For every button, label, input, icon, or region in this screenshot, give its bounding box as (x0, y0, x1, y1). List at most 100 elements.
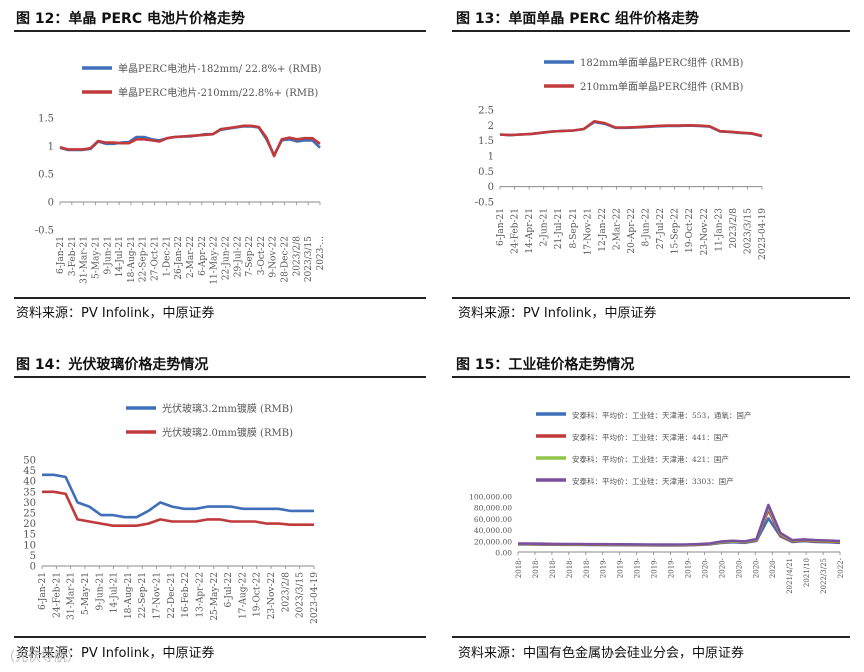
x-tick-label: 2020- (752, 557, 760, 578)
x-tick-label: 9-Nov-22 (269, 236, 279, 278)
x-tick-label: 2018- (532, 557, 540, 578)
x-tick-label: 27-Oct-21 (151, 236, 161, 281)
x-tick-label: 31-Mar-21 (67, 572, 77, 620)
legend-label: 单晶PERC电池片-210mm/22.8%+ (RMB) (118, 86, 318, 99)
y-tick-label: 40,000.00 (474, 526, 512, 535)
x-tick-label: 11-May-22 (210, 236, 220, 285)
chart-title: 图 15：工业硅价格走势情况 (456, 357, 635, 373)
series-line (42, 490, 314, 527)
x-tick-label: 2018- (566, 557, 574, 578)
x-tick-label: 31-Mar-21 (80, 236, 90, 284)
y-tick-label: 2.5 (478, 106, 494, 117)
y-tick-label: 1.5 (38, 114, 54, 125)
y-tick-label: 0 (488, 182, 494, 193)
x-tick-label: 7-Sep-22 (245, 236, 255, 277)
legend-label: 安泰科：平均价：工业硅：天津港：421：国产 (572, 454, 729, 464)
x-tick-label: 2023/2/8 (729, 208, 739, 249)
chart-fig13: 2.5 2 1.5 1 0.5 0 -0.56-Jan-21 24-Feb-21 14-Apr-… (475, 56, 768, 260)
x-tick-label: 2023-... (316, 236, 326, 271)
source-rule (14, 636, 426, 638)
x-tick-label: 14-Jul-21 (110, 572, 120, 613)
x-tick-label: 8-Sep-21 (569, 208, 579, 249)
chart-source: 资料来源：PV Infolink，中原证券 (16, 646, 215, 661)
x-tick-label: 5-May-21 (91, 236, 101, 279)
legend-label: 安泰科：平均价：工业硅：天津港：553，通氧：国产 (572, 410, 751, 420)
x-tick-label: 2021/10 (803, 558, 811, 587)
legend-label: 182mm单面单晶PERC组件 (RMB) (580, 56, 743, 69)
y-tick-label: 25 (23, 509, 36, 520)
y-tick-label: 35 (23, 487, 36, 498)
x-tick-label: 14-Apr-21 (525, 208, 535, 254)
x-tick-label: 26-Jan-22 (174, 236, 184, 280)
y-tick-label: 0.00 (495, 549, 512, 558)
chart-title: 图 12：单晶 PERC 电池片价格走势 (16, 11, 245, 27)
x-tick-label: 27-Jul-22 (656, 208, 666, 249)
x-tick-label: 2021/4/21 (786, 558, 794, 594)
title-rule (14, 30, 426, 32)
y-tick-label: 0 (30, 562, 36, 573)
x-tick-label: 22-Jun-22 (221, 236, 231, 280)
x-tick-label: 2020- (701, 557, 709, 578)
x-tick-label: 24-Feb-21 (511, 208, 521, 254)
x-tick-label: 8-Jun-22 (642, 208, 652, 246)
chart-fig12: 1.5 1 0.5 0 -0.56-Jan-21 3-Feb-21 31-Mar-21 5-M… (35, 62, 326, 285)
y-tick-label: 0.5 (478, 167, 494, 178)
x-tick-label: 17-Nov-21 (153, 572, 163, 619)
x-tick-label: 29-Jul-22 (233, 236, 243, 277)
y-tick-label: 50 (23, 456, 36, 467)
x-tick-label: 14-Jul-21 (115, 236, 125, 277)
x-tick-label: 1-Dec-21 (162, 236, 172, 277)
title-rule (14, 376, 426, 378)
y-tick-label: 60,000.00 (474, 515, 512, 524)
x-tick-label: 2022/3/25 (820, 558, 828, 594)
x-tick-label: 25-May-22 (210, 572, 220, 621)
panel-fig13: 图 13：单面单晶 PERC 组件价格走势 2.5 2 1.5 1 0.5 0 -0.5 6-… (452, 0, 850, 330)
x-tick-label: 24-Feb-21 (52, 572, 62, 618)
x-tick-label: 11-Jan-23 (714, 208, 724, 252)
x-tick-label: 2019- (668, 557, 676, 578)
x-tick-label: 9-Jun-21 (103, 236, 113, 274)
y-tick-label: 5 (30, 551, 36, 562)
x-tick-label: 22-Sep-21 (138, 572, 148, 618)
x-tick-label: 23-Nov-22 (700, 208, 710, 255)
series-line (518, 503, 841, 546)
source-rule (452, 636, 850, 638)
x-tick-label: 2023-04-19 (310, 572, 320, 624)
x-tick-label: 2-Jun-21 (540, 208, 550, 246)
chart-source: 资料来源：中国有色金属协会硅业分会，中原证券 (458, 646, 745, 661)
legend-label: 光伏玻璃2.0mm镀膜 (RMB) (162, 426, 293, 439)
legend-label: 单晶PERC电池片-182mm/ 22.8%+ (RMB) (118, 62, 322, 75)
x-tick-label: 6-Jan-21 (56, 236, 66, 274)
x-tick-label: 20-Apr-22 (627, 208, 637, 254)
x-tick-label: 2023/3/15 (304, 236, 314, 282)
x-tick-label: 17-Nov-21 (583, 208, 593, 255)
x-tick-label: 2019- (600, 557, 608, 578)
panel-fig15: 图 15：工业硅价格走势情况 100,000.00 80,000.00 60,000… (452, 348, 850, 668)
x-tick-label: 6-Jul-22 (224, 572, 234, 608)
x-tick-label: 6-Apr-22 (198, 236, 208, 276)
x-tick-label: 2019- (684, 557, 692, 578)
x-tick-label: 2023/3/15 (743, 208, 753, 254)
x-tick-label: 5-May-21 (81, 572, 91, 615)
series-line (59, 124, 321, 158)
y-tick-label: -0.5 (35, 226, 54, 237)
x-tick-label: 9-Jun-21 (95, 572, 105, 610)
x-tick-label: 2020- (769, 557, 777, 578)
y-tick-label: 20,000.00 (474, 537, 512, 546)
x-tick-label: 2018- (549, 557, 557, 578)
legend-label: 安泰科：平均价：工业硅：天津港：3303：国产 (572, 476, 734, 486)
x-tick-label: 6-Jan-21 (496, 208, 506, 246)
x-tick-label: 22-Dec-21 (167, 572, 177, 619)
x-tick-label: 19-Oct-22 (253, 572, 263, 617)
panel-fig12: 图 12：单晶 PERC 电池片价格走势 1.5 1 0.5 0 -0.5 6-Jan-2… (14, 0, 426, 330)
y-tick-label: 1 (48, 142, 54, 153)
x-tick-label: 19-Oct-22 (685, 208, 695, 253)
y-tick-label: 80,000.00 (474, 504, 512, 513)
x-tick-label: 16-Feb-22 (181, 572, 191, 618)
chart-title: 图 13：单面单晶 PERC 组件价格走势 (456, 11, 699, 27)
x-tick-label: 13-Apr-22 (195, 572, 205, 618)
x-tick-label: 2020- (735, 557, 743, 578)
x-tick-label: 17-Aug-22 (238, 572, 248, 619)
y-tick-label: 100,000.00 (469, 493, 512, 502)
